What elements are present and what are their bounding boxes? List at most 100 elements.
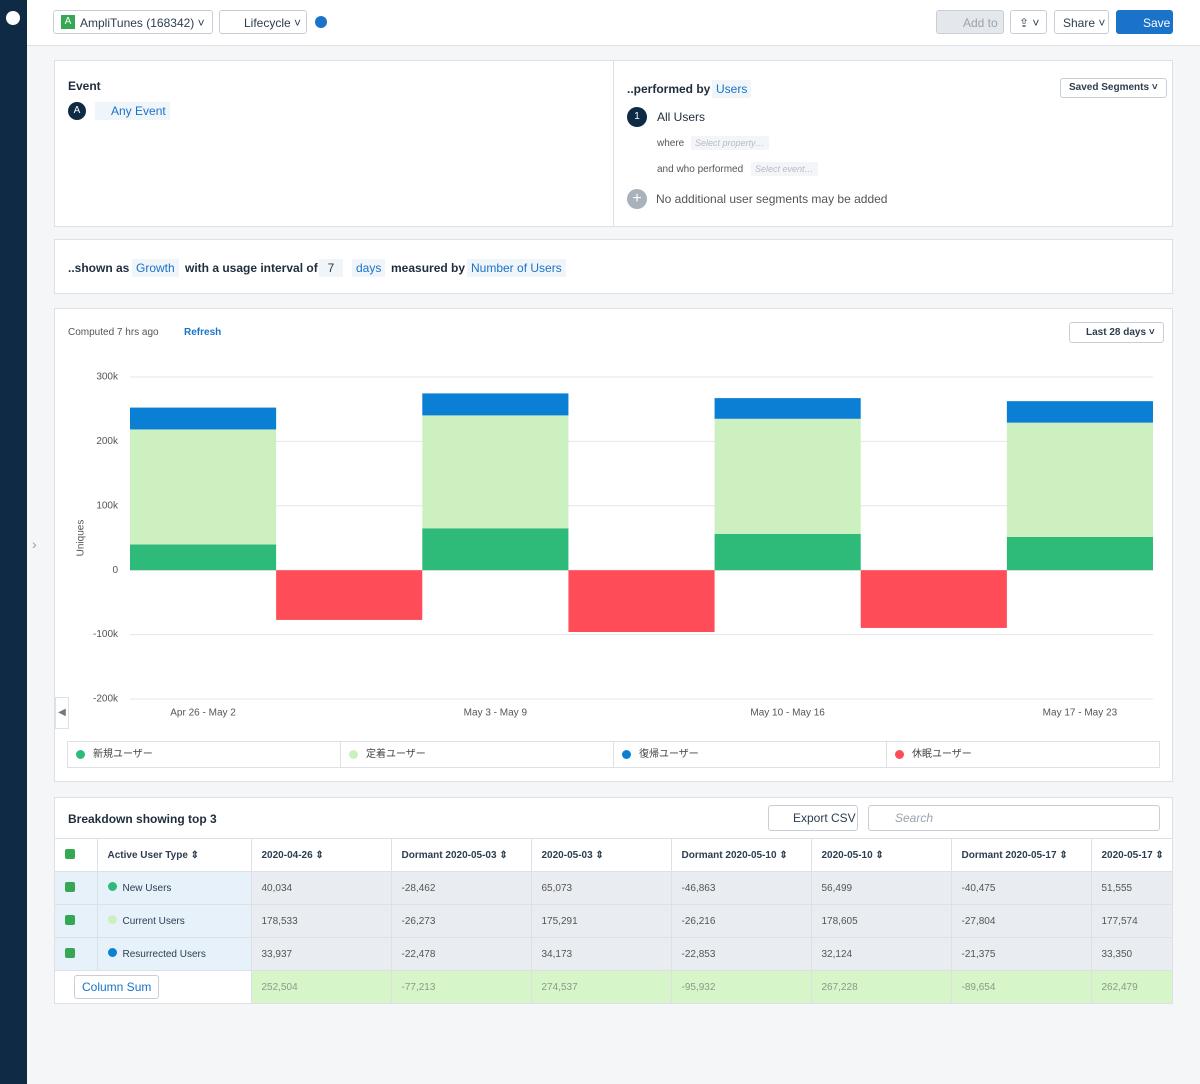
checkbox[interactable] <box>65 914 75 925</box>
bar-segment <box>568 570 715 632</box>
logo[interactable] <box>6 11 20 25</box>
column-header[interactable]: 2020-05-17 ⇕ <box>1091 838 1172 872</box>
bar-segment <box>1006 536 1153 571</box>
toolbar: A AmpliTunes (168342) ˅ Lifecycle ˅ Add … <box>27 0 1200 46</box>
bar-segment <box>1006 422 1153 537</box>
y-tick-label: 100k <box>96 500 119 511</box>
row-dot <box>107 882 117 891</box>
column-header[interactable]: Active User Type ⇕ <box>97 838 252 872</box>
segment-name: All Users <box>657 110 706 124</box>
row-name-cell: New Users <box>97 871 252 905</box>
bar-segment <box>714 398 861 419</box>
column-header[interactable]: Dormant 2020-05-17 ⇕ <box>951 838 1092 872</box>
column-header[interactable]: 2020-05-03 ⇕ <box>531 838 672 872</box>
column-title: 2020-05-17 <box>1101 849 1153 861</box>
event-select[interactable]: Any Event <box>95 102 170 120</box>
search-placeholder: Search <box>895 811 934 825</box>
table-row: Current Users 178,533 -26,273 175,291 -26,21… <box>55 904 1172 938</box>
measured-select[interactable]: Number of Users <box>467 259 566 277</box>
event-badge: A <box>68 102 86 120</box>
table-row: New Users 40,034 -28,462 65,073 -46,863 56,49… <box>55 871 1172 905</box>
export-csv[interactable]: Export CSV <box>768 805 858 831</box>
bar-segment <box>860 570 1007 628</box>
header-row: Active User Type ⇕ 2020-04-26 ⇕ Dormant 20… <box>55 838 1172 872</box>
saved-segments[interactable]: Saved Segments ˅ <box>1060 78 1167 98</box>
search-input[interactable]: Search <box>868 805 1160 831</box>
interval-label: with a usage interval of <box>185 261 318 275</box>
sum-select[interactable]: Column Sum <box>74 975 160 999</box>
event-label: Event <box>68 79 101 93</box>
interval-unit[interactable]: days <box>352 259 386 277</box>
column-title: Active User Type <box>107 849 188 861</box>
query-panel: Event A Any Event ..performed by Users S… <box>54 60 1173 227</box>
refresh-label: Refresh <box>184 327 222 338</box>
breakdown-table: Active User Type ⇕ 2020-04-26 ⇕ Dormant 20… <box>55 838 1172 1003</box>
table-cell: -26,216 <box>671 904 812 938</box>
sum-cell: -89,654 <box>951 970 1092 1003</box>
plot: Uniques -200k -100k 0 100k 200k 300k Apr 26 - … <box>76 372 1153 719</box>
who-select[interactable]: Users <box>712 80 752 98</box>
checkbox[interactable] <box>65 947 75 958</box>
table-cell: -26,273 <box>391 904 532 938</box>
range-label: Last 28 days <box>1086 327 1147 338</box>
legend-label: 休眠ユーザー <box>912 749 972 760</box>
checkbox-cell <box>55 904 98 938</box>
bar-segment <box>130 407 277 430</box>
legend-dot <box>349 750 358 759</box>
column-header[interactable]: 2020-04-26 ⇕ <box>251 838 392 872</box>
interval-input[interactable]: 7 <box>319 259 343 277</box>
legend-label: 復帰ユーザー <box>639 749 699 760</box>
property-select[interactable]: Select property… <box>691 136 769 150</box>
legend-item[interactable]: 定着ユーザー <box>340 741 614 768</box>
checkbox-cell <box>55 838 98 872</box>
sum-cell: 252,504 <box>251 970 392 1003</box>
save-button[interactable]: Save <box>1116 10 1173 34</box>
y-tick-label: 0 <box>112 565 118 576</box>
checkbox[interactable] <box>65 881 75 892</box>
settings-panel: ..shown as Growth with a usage interval … <box>54 239 1173 294</box>
shown-as-select[interactable]: Growth <box>132 259 179 277</box>
add-segment-icon[interactable]: + <box>627 189 647 209</box>
legend-item[interactable]: 新規ユーザー <box>67 741 341 768</box>
table-cell: 51,555 <box>1091 871 1172 905</box>
column-header[interactable]: Dormant 2020-05-03 ⇕ <box>391 838 532 872</box>
legend: 新規ユーザー 定着ユーザー 復帰ユーザー 休眠ユーザー <box>67 741 1160 768</box>
expand-arrow[interactable]: › <box>32 536 37 552</box>
column-header[interactable]: Dormant 2020-05-10 ⇕ <box>671 838 812 872</box>
share-button[interactable]: Share ˅ <box>1054 10 1109 34</box>
column-title: 2020-05-03 <box>541 849 593 861</box>
column-header[interactable]: 2020-05-10 ⇕ <box>811 838 952 872</box>
x-tick-label: May 10 - May 16 <box>750 708 825 719</box>
legend-item[interactable]: 休眠ユーザー <box>886 741 1160 768</box>
sum-cell: 262,479 <box>1091 970 1172 1003</box>
checkbox-cell <box>55 871 98 905</box>
add-to-button[interactable]: Add to <box>936 10 1004 34</box>
column-title: 2020-05-10 <box>821 849 873 861</box>
table-cell: -22,478 <box>391 937 532 971</box>
share-label: Share <box>1063 16 1096 30</box>
where-label: where <box>657 138 685 149</box>
export-menu[interactable]: ⇪ ˅ <box>1010 10 1047 34</box>
info-icon[interactable] <box>315 16 327 28</box>
legend-item[interactable]: 復帰ユーザー <box>613 741 887 768</box>
row-name: Current Users <box>122 916 185 927</box>
chart-type-select[interactable]: Lifecycle ˅ <box>219 10 307 34</box>
table-cell: 56,499 <box>811 871 952 905</box>
bar-segment <box>276 570 423 620</box>
scroll-left[interactable]: ◀ <box>55 697 69 729</box>
measured-label: measured by <box>391 261 466 275</box>
project-select[interactable]: A AmpliTunes (168342) ˅ <box>53 10 213 34</box>
range-select[interactable]: Last 28 days ˅ <box>1069 322 1164 343</box>
row-dot <box>107 915 117 924</box>
sum-row: Column Sum 252,504 -77,213 274,537 -95,932 26… <box>55 970 1172 1003</box>
sum-label-cell: Column Sum <box>55 970 252 1003</box>
sum-cell: -95,932 <box>671 970 812 1003</box>
bar-segment <box>714 533 861 571</box>
checkbox <box>65 848 75 859</box>
breakdown-title: Breakdown showing top 3 <box>68 812 217 826</box>
table-cell: 178,533 <box>251 904 392 938</box>
save-label: Save <box>1143 16 1171 30</box>
refresh-button[interactable]: Refresh <box>173 327 221 338</box>
event-filter-select[interactable]: Select event… <box>751 162 818 176</box>
